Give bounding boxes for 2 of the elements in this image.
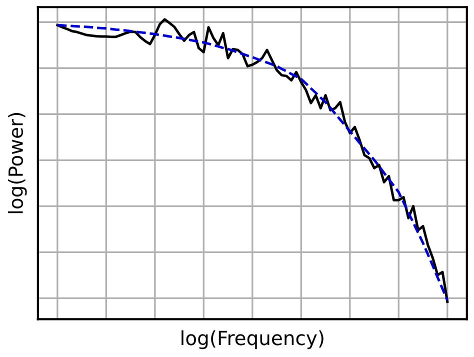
x-axis-title: log(Frequency) <box>182 330 324 350</box>
y-axis-title: log(Power) <box>8 113 27 214</box>
